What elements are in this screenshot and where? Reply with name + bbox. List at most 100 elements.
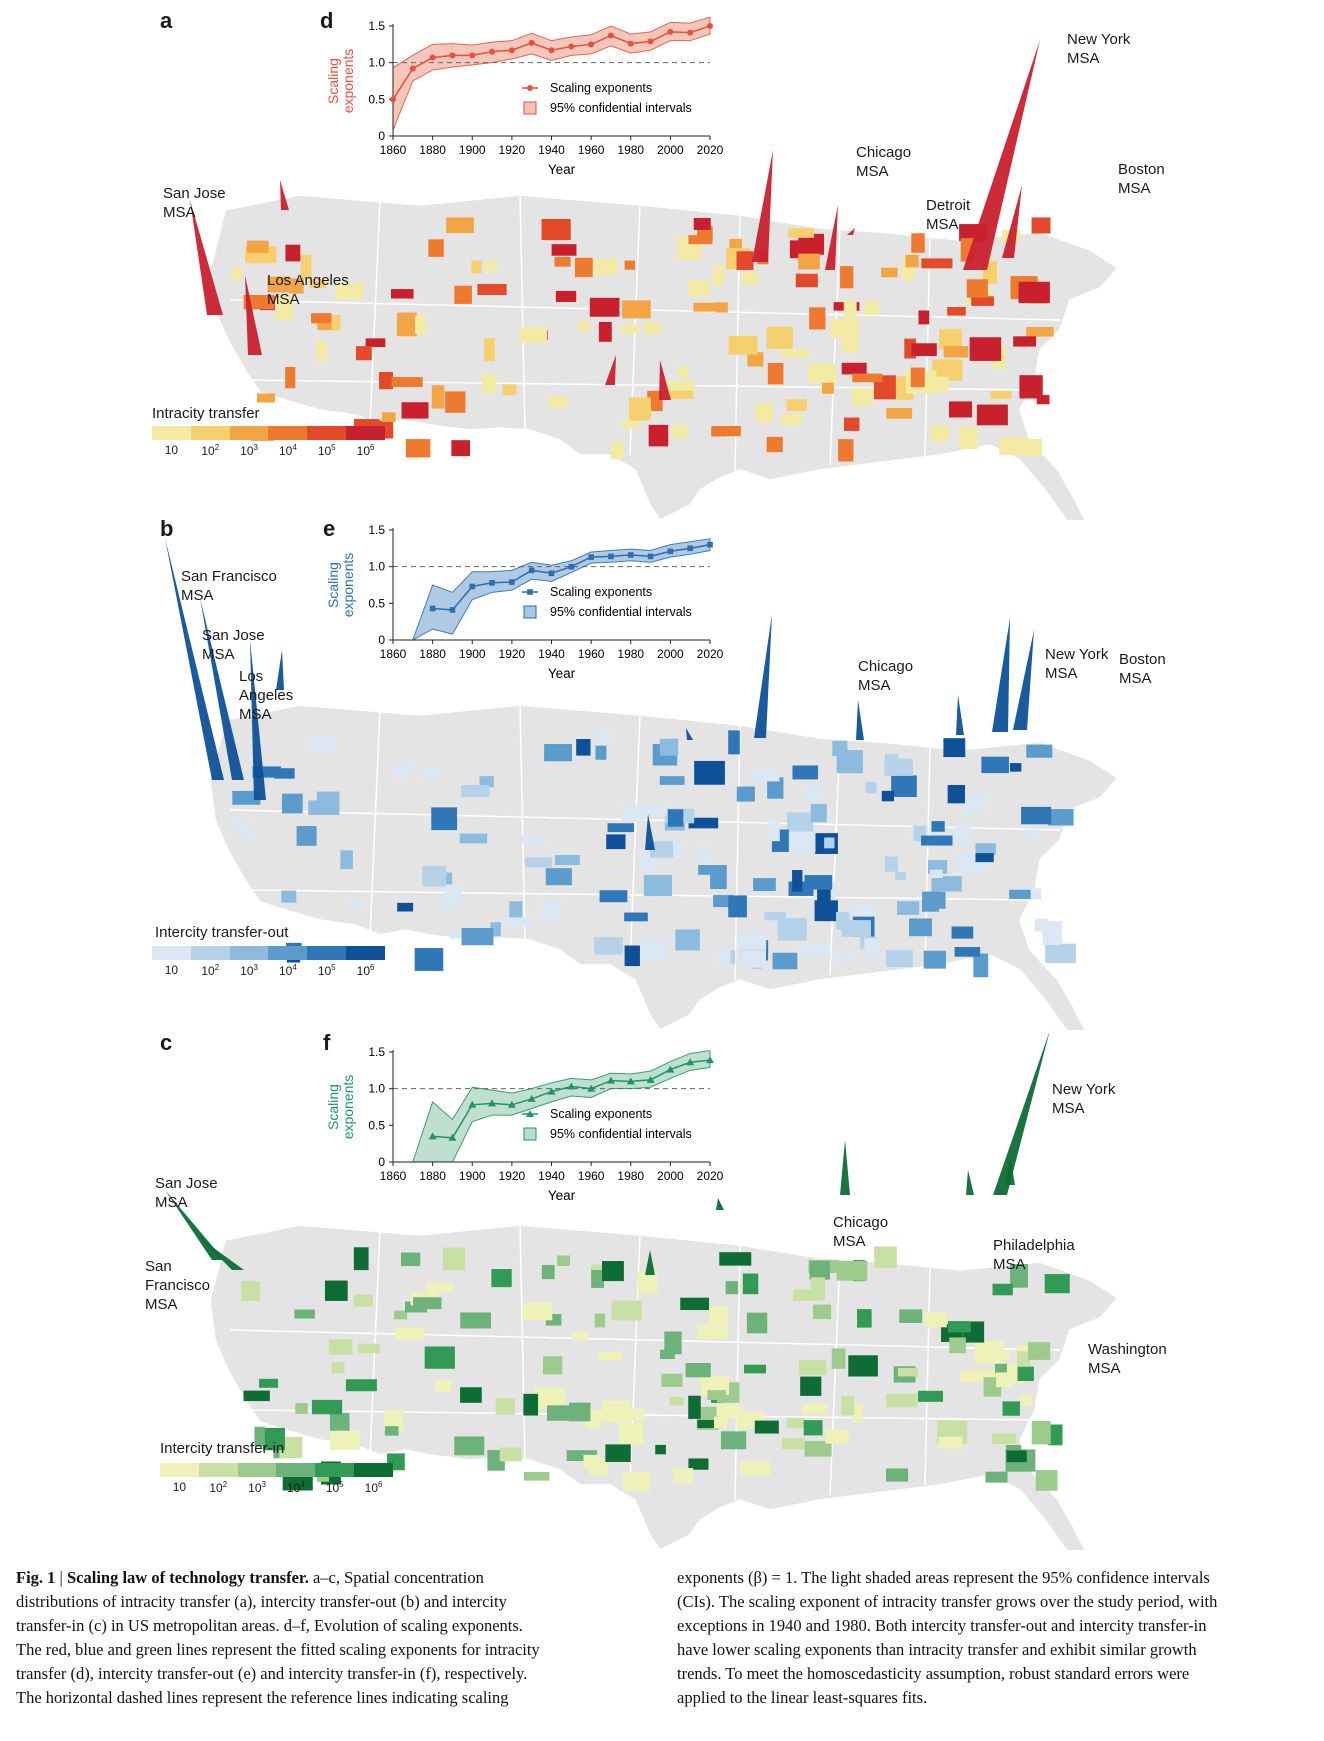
- msa-region: [930, 425, 950, 442]
- msa-region: [252, 766, 282, 778]
- msa-region: [281, 793, 303, 814]
- msa-region: [554, 256, 571, 267]
- msa-region: [795, 273, 818, 288]
- msa-region: [308, 800, 340, 816]
- state-border: [239, 889, 1041, 901]
- msa-region: [324, 1280, 348, 1301]
- msa-region: [348, 901, 363, 910]
- legend-swatch: [152, 426, 191, 440]
- msa-region: [446, 217, 474, 234]
- msa-region: [471, 260, 482, 274]
- msa-region: [624, 260, 635, 270]
- msa-region: [881, 790, 894, 802]
- msa-region: [786, 399, 808, 411]
- legend-ticks-transfer-out: 10 102 103 104 105 106: [152, 963, 385, 978]
- msa-region: [836, 1260, 868, 1281]
- legend-tick-label: 106: [356, 963, 375, 978]
- msa-region: [792, 765, 819, 780]
- msa-region: [390, 289, 414, 299]
- msa-region: [610, 441, 624, 460]
- msa-region: [810, 803, 827, 823]
- legend-title-transfer-in: Intercity transfer-in: [160, 1440, 285, 1457]
- msa-region: [728, 730, 740, 755]
- msa-region: [755, 403, 773, 423]
- msa-region: [594, 937, 623, 955]
- msa-region: [929, 891, 946, 909]
- msa-region: [236, 820, 250, 837]
- msa-region: [1047, 809, 1074, 826]
- msa-region: [1006, 1444, 1022, 1456]
- msa-region: [554, 854, 580, 866]
- caption-line: exponents (β) = 1. The light shaded area…: [677, 1568, 1210, 1587]
- msa-region: [607, 823, 634, 833]
- msa-region: [949, 401, 973, 418]
- msa-region: [999, 437, 1029, 455]
- legend-swatch: [346, 946, 385, 960]
- data-point: [607, 32, 614, 39]
- msa-spike: [992, 618, 1010, 732]
- x-axis-label: Year: [548, 666, 576, 681]
- msa-region: [664, 1331, 682, 1355]
- msa-region: [422, 865, 447, 887]
- msa-region: [947, 306, 966, 316]
- msa-region: [767, 362, 784, 385]
- msa-region: [548, 396, 568, 408]
- msa-region: [330, 1430, 361, 1450]
- msa-region: [555, 290, 577, 302]
- msa-region: [708, 1306, 729, 1325]
- msa-region: [711, 425, 741, 437]
- msa-region: [896, 901, 920, 915]
- msa-spike: [200, 598, 244, 780]
- x-tick-label: 1920: [499, 1169, 526, 1183]
- msa-spike: [993, 1030, 1050, 1195]
- msa-spike: [245, 275, 262, 355]
- msa-region: [718, 948, 731, 967]
- msa-region: [621, 805, 646, 822]
- msa-region: [831, 1348, 846, 1369]
- msa-region: [836, 750, 863, 774]
- legend-swatch: [346, 426, 385, 440]
- msa-region: [345, 1379, 377, 1392]
- msa-region: [637, 1272, 658, 1294]
- msa-region: [932, 359, 963, 381]
- legend-tick-label: 104: [286, 1480, 305, 1495]
- msa-region: [1026, 744, 1053, 758]
- x-tick-label: 2000: [657, 143, 684, 157]
- msa-region: [667, 809, 684, 827]
- caption-line: a–c, Spatial concentration: [308, 1568, 484, 1587]
- msa-region: [254, 1426, 265, 1447]
- msa-region: [1027, 1342, 1051, 1360]
- data-point: [627, 552, 634, 558]
- msa-region: [725, 1281, 739, 1295]
- msa-region: [680, 1297, 710, 1311]
- y-axis-label: exponents: [340, 49, 356, 114]
- x-tick-label: 1980: [617, 143, 644, 157]
- state-border: [369, 1229, 381, 1456]
- legend-swatch: [229, 426, 269, 440]
- msa-region: [523, 1471, 550, 1481]
- city-label-san-jose: San Jose MSA: [163, 185, 226, 221]
- msa-region: [622, 300, 651, 319]
- data-point: [508, 47, 515, 54]
- msa-region: [569, 1402, 591, 1422]
- caption-line: distributions of intracity transfer (a),…: [16, 1592, 507, 1611]
- msa-region: [804, 1440, 832, 1457]
- msa-region: [1009, 763, 1022, 772]
- msa-region: [395, 1326, 425, 1341]
- caption-line: transfer-in (c) in US metropolitan areas…: [16, 1616, 523, 1635]
- city-label-chicago-b: Chicago MSA: [858, 658, 914, 694]
- msa-region: [852, 373, 883, 383]
- y-tick-label: 1.0: [368, 560, 385, 574]
- y-axis-label: Scaling: [325, 1084, 341, 1130]
- legend-swatch: [198, 1463, 238, 1477]
- x-tick-label: 1860: [380, 143, 407, 157]
- msa-region: [810, 1277, 825, 1301]
- msa-region: [442, 1247, 466, 1271]
- msa-region: [891, 775, 917, 797]
- msa-region: [740, 1460, 771, 1476]
- msa-region: [379, 371, 393, 390]
- msa-region: [642, 805, 668, 816]
- msa-region: [542, 899, 562, 921]
- msa-region: [521, 833, 547, 843]
- state-border: [829, 227, 841, 466]
